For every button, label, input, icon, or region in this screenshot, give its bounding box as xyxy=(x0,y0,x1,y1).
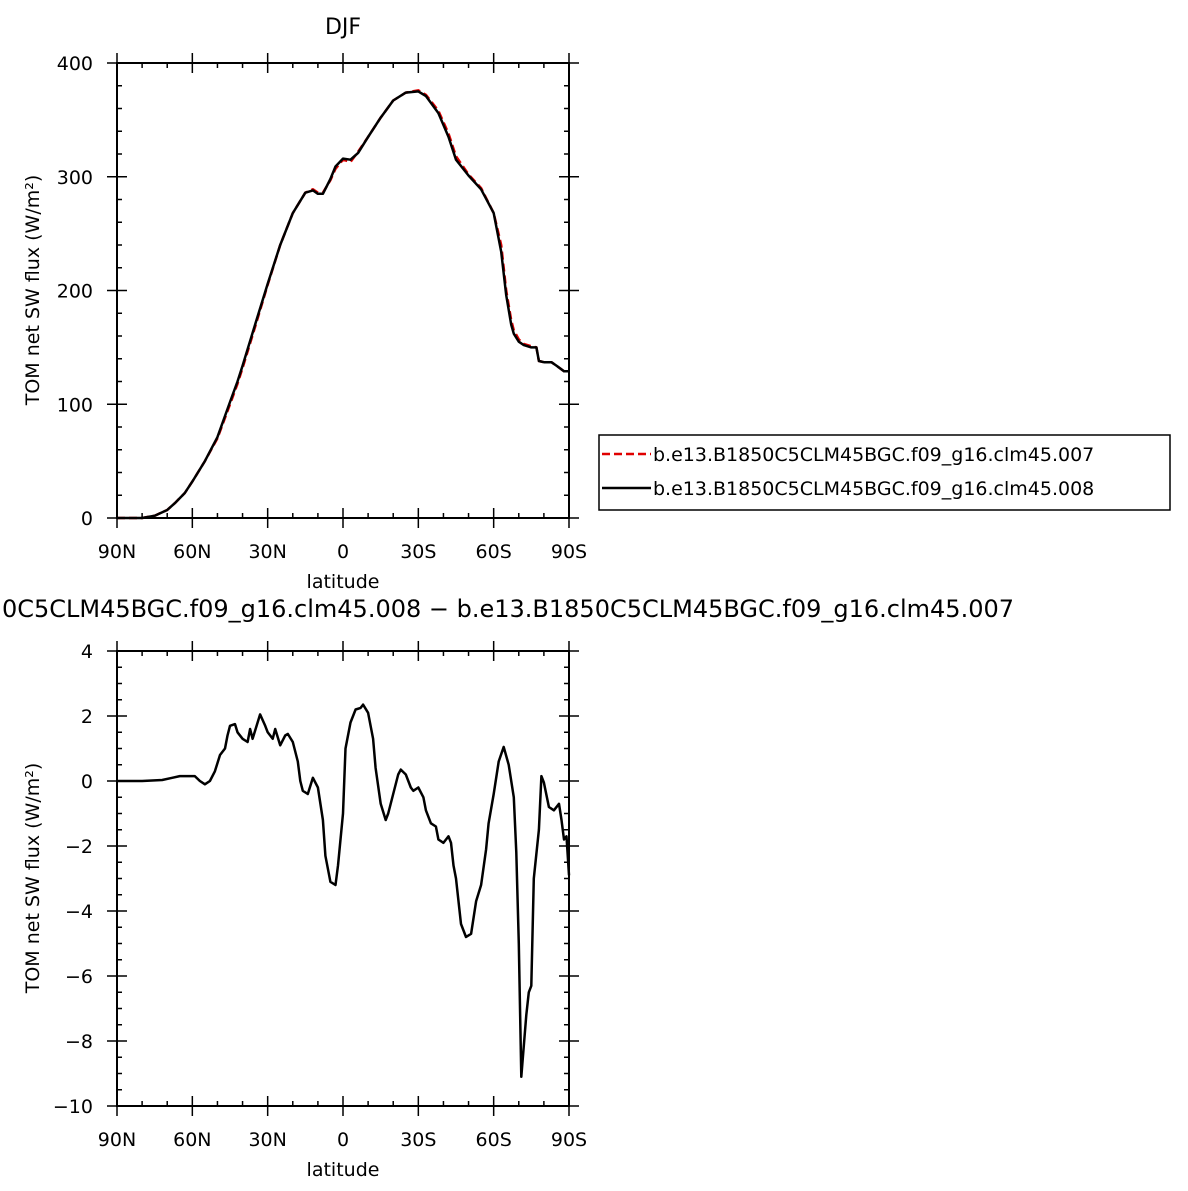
bottom-x-axis-label: latitude xyxy=(307,1159,380,1181)
top-y-tick-label: 200 xyxy=(57,281,93,303)
top-y-axis-label: TOM net SW flux (W/m²) xyxy=(22,175,44,407)
bottom-x-tick-label: 90S xyxy=(551,1129,587,1151)
bottom-y-tick-label: −4 xyxy=(65,901,93,923)
top-x-tick-label: 60N xyxy=(173,541,211,563)
top-plot-lines xyxy=(117,89,569,520)
top-x-tick-label: 60S xyxy=(476,541,512,563)
bottom-y-tick-label: 4 xyxy=(81,641,93,663)
bottom-series-line-1 xyxy=(117,703,571,1079)
top-x-axis-label: latitude xyxy=(307,571,380,593)
bottom-panel: b.e13.B1850C5CLM45BGC.f09_g16.clm45.008 … xyxy=(0,595,1014,1181)
top-y-tick-label: 100 xyxy=(57,394,93,416)
bottom-x-tick-label: 30S xyxy=(400,1129,436,1151)
bottom-y-tick-label: 2 xyxy=(81,706,93,728)
legend-label-series-2: b.e13.B1850C5CLM45BGC.f09_g16.clm45.008 xyxy=(653,478,1094,500)
top-y-tick-label: 300 xyxy=(57,167,93,189)
top-ticks: 90N 60N 30N 0 30S 60S 90S 0 100 200 300 400 xyxy=(57,53,587,563)
legend: b.e13.B1850C5CLM45BGC.f09_g16.clm45.007 … xyxy=(598,434,1171,511)
top-x-tick-label: 90N xyxy=(98,541,136,563)
top-y-tick-label: 0 xyxy=(81,508,93,530)
top-chart-title: DJF xyxy=(325,15,361,40)
top-y-tick-label: 400 xyxy=(57,53,93,75)
top-x-tick-label: 30S xyxy=(400,541,436,563)
bottom-y-axis-label: TOM net SW flux (W/m²) xyxy=(22,763,44,995)
bottom-y-tick-label: −6 xyxy=(65,966,93,988)
top-plot-frame xyxy=(116,62,570,519)
top-series-line-2 xyxy=(117,90,569,520)
bottom-x-tick-label: 0 xyxy=(337,1129,349,1151)
bottom-plot-lines xyxy=(117,703,571,1079)
top-series-line-1 xyxy=(117,89,569,520)
top-x-tick-label: 90S xyxy=(551,541,587,563)
top-x-tick-label: 0 xyxy=(337,541,349,563)
bottom-x-tick-label: 90N xyxy=(98,1129,136,1151)
bottom-y-tick-label: −2 xyxy=(65,836,93,858)
bottom-plot-frame xyxy=(116,650,570,1107)
bottom-x-tick-label: 60N xyxy=(173,1129,211,1151)
bottom-x-tick-label: 60S xyxy=(476,1129,512,1151)
bottom-y-tick-label: −8 xyxy=(65,1031,93,1053)
bottom-y-tick-label: −10 xyxy=(53,1096,93,1118)
bottom-ticks: 90N 60N 30N 0 30S 60S 90S −10 −8 −6 −4 −2 0 2 4 xyxy=(53,641,587,1151)
bottom-y-tick-label: 0 xyxy=(81,771,93,793)
bottom-x-tick-label: 30N xyxy=(248,1129,286,1151)
top-panel: DJF 90N 60N 30N 0 30S 60S 90S 0 100 200 300 400 lat… xyxy=(22,15,587,593)
legend-label-series-1: b.e13.B1850C5CLM45BGC.f09_g16.clm45.007 xyxy=(653,444,1094,466)
top-x-tick-label: 30N xyxy=(248,541,286,563)
bottom-chart-title: b.e13.B1850C5CLM45BGC.f09_g16.clm45.008 … xyxy=(0,595,1014,623)
legend-box xyxy=(598,434,1171,511)
